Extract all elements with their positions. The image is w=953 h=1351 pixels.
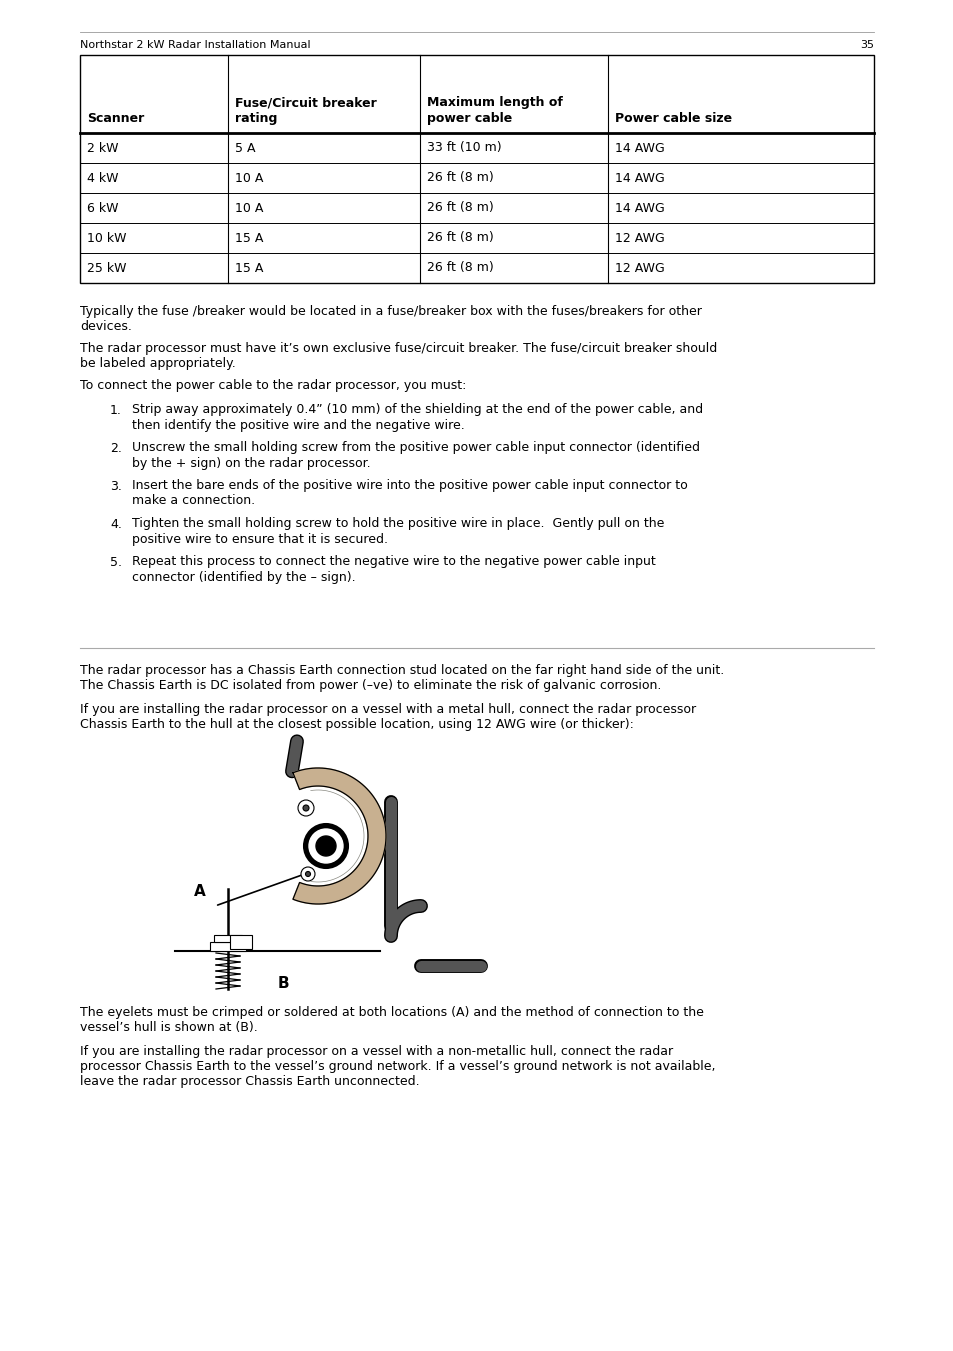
Text: 4.: 4. [110,517,122,531]
Text: 14 AWG: 14 AWG [615,142,664,154]
Text: Fuse/Circuit breaker
rating: Fuse/Circuit breaker rating [234,96,376,126]
Text: A: A [193,884,206,898]
Circle shape [309,830,343,863]
Text: 35: 35 [859,41,873,50]
Text: 5.: 5. [110,555,122,569]
Text: Northstar 2 kW Radar Installation Manual: Northstar 2 kW Radar Installation Manual [80,41,311,50]
Text: The radar processor has a Chassis Earth connection stud located on the far right: The radar processor has a Chassis Earth … [80,663,723,692]
Text: Power cable size: Power cable size [615,112,731,126]
Circle shape [297,800,314,816]
Text: 14 AWG: 14 AWG [615,172,664,185]
Text: 14 AWG: 14 AWG [615,201,664,215]
Text: 25 kW: 25 kW [87,262,127,274]
Text: 26 ft (8 m): 26 ft (8 m) [427,201,494,215]
Bar [230,935,252,948]
Text: Typically the fuse /breaker would be located in a fuse/breaker box with the fuse: Typically the fuse /breaker would be loc… [80,305,701,332]
Text: 15 A: 15 A [234,231,263,245]
Circle shape [305,871,310,877]
Text: 1.: 1. [110,404,122,416]
Text: Unscrew the small holding screw from the positive power cable input connector (i: Unscrew the small holding screw from the… [132,442,700,470]
Text: If you are installing the radar processor on a vessel with a non-metallic hull, : If you are installing the radar processo… [80,1046,715,1088]
Circle shape [304,824,348,867]
Text: 10 kW: 10 kW [87,231,127,245]
Text: 26 ft (8 m): 26 ft (8 m) [427,262,494,274]
Text: 2.: 2. [110,442,122,454]
Text: The radar processor must have it’s own exclusive fuse/circuit breaker. The fuse/: The radar processor must have it’s own e… [80,342,717,370]
Text: Scanner: Scanner [87,112,144,126]
Text: 26 ft (8 m): 26 ft (8 m) [427,231,494,245]
Text: The eyelets must be crimped or soldered at both locations (A) and the method of : The eyelets must be crimped or soldered … [80,1006,703,1034]
Text: Maximum length of
power cable: Maximum length of power cable [427,96,562,126]
Text: 4 kW: 4 kW [87,172,118,185]
Text: 3.: 3. [110,480,122,493]
Text: 12 AWG: 12 AWG [615,262,664,274]
Bar [80,55,873,282]
Text: B: B [277,975,289,990]
Circle shape [303,805,309,811]
Text: 2 kW: 2 kW [87,142,118,154]
Bar [213,935,242,942]
Polygon shape [293,767,386,904]
Text: 5 A: 5 A [234,142,255,154]
Circle shape [301,867,314,881]
Text: To connect the power cable to the radar processor, you must:: To connect the power cable to the radar … [80,380,466,392]
Text: 12 AWG: 12 AWG [615,231,664,245]
Text: Tighten the small holding screw to hold the positive wire in place.  Gently pull: Tighten the small holding screw to hold … [132,517,663,546]
Text: 10 A: 10 A [234,201,263,215]
Text: 10 A: 10 A [234,172,263,185]
Text: Repeat this process to connect the negative wire to the negative power cable inp: Repeat this process to connect the negat… [132,555,655,584]
Bar [210,942,246,951]
Text: Strip away approximately 0.4” (10 mm) of the shielding at the end of the power c: Strip away approximately 0.4” (10 mm) of… [132,404,702,431]
Circle shape [315,836,335,857]
Text: 6 kW: 6 kW [87,201,118,215]
Text: 26 ft (8 m): 26 ft (8 m) [427,172,494,185]
Text: 15 A: 15 A [234,262,263,274]
Text: If you are installing the radar processor on a vessel with a metal hull, connect: If you are installing the radar processo… [80,703,696,731]
Text: 33 ft (10 m): 33 ft (10 m) [427,142,501,154]
Text: Insert the bare ends of the positive wire into the positive power cable input co: Insert the bare ends of the positive wir… [132,480,687,508]
